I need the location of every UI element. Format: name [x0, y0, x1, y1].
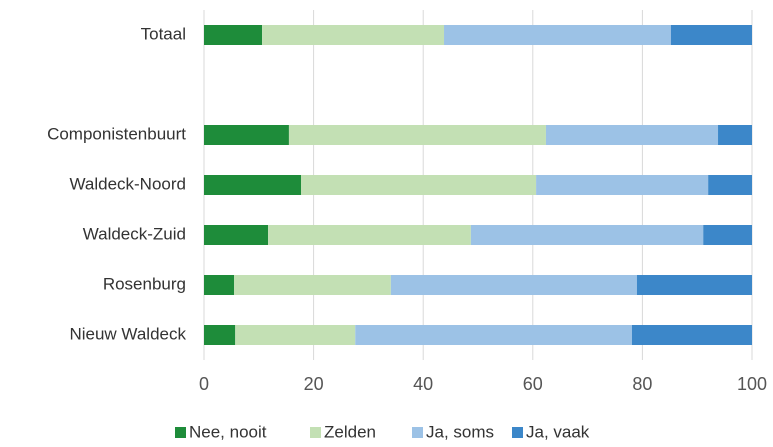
bar-segment [536, 175, 709, 195]
bar-segment [670, 25, 752, 45]
bar-segment [204, 175, 301, 195]
bar-segment [288, 125, 546, 145]
bar-segment [470, 225, 704, 245]
legend-swatch [412, 427, 423, 438]
bar-segment [631, 325, 752, 345]
y-tick-label: Nieuw Waldeck [69, 324, 186, 343]
bar-segment [262, 25, 445, 45]
bar-segment [204, 275, 235, 295]
bar-segment [545, 125, 719, 145]
bar-segment [444, 25, 671, 45]
bar-segment [636, 275, 752, 295]
bar-segment [204, 125, 289, 145]
y-tick-label: Componistenbuurt [47, 124, 186, 143]
x-tick-label: 20 [304, 374, 324, 394]
bar-segment [268, 225, 471, 245]
bar-segment [204, 25, 263, 45]
legend-swatch [310, 427, 321, 438]
x-tick-label: 100 [737, 374, 767, 394]
bar-segment [204, 225, 269, 245]
x-tick-label: 0 [199, 374, 209, 394]
y-tick-label: Rosenburg [103, 274, 186, 293]
legend-label: Nee, nooit [189, 422, 267, 441]
bar-segment [708, 175, 752, 195]
bar-segment [204, 325, 236, 345]
x-tick-label: 60 [523, 374, 543, 394]
x-tick-label: 80 [632, 374, 652, 394]
y-tick-label: Waldeck-Noord [69, 174, 186, 193]
bar-segment [390, 275, 637, 295]
legend-label: Zelden [324, 422, 376, 441]
bar-segment [355, 325, 632, 345]
bar-segment [703, 225, 752, 245]
bar-segment [300, 175, 537, 195]
legend-label: Ja, vaak [526, 422, 590, 441]
legend-swatch [512, 427, 523, 438]
x-tick-label: 40 [413, 374, 433, 394]
legend-swatch [175, 427, 186, 438]
y-tick-label: Totaal [141, 24, 186, 43]
bar-segment [235, 325, 356, 345]
legend-label: Ja, soms [426, 422, 494, 441]
bar-segment [234, 275, 391, 295]
bar-segment [718, 125, 752, 145]
y-tick-label: Waldeck-Zuid [83, 224, 186, 243]
